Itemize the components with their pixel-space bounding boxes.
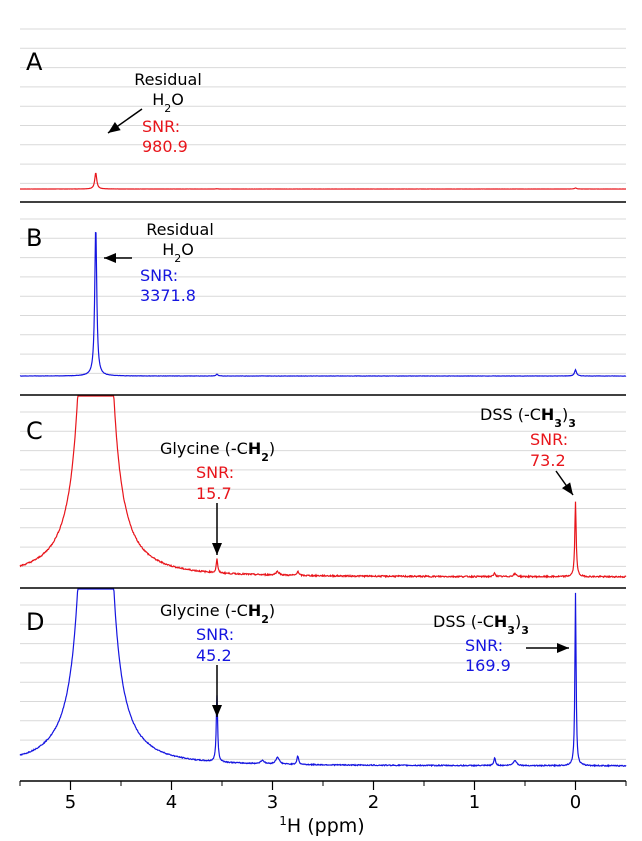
- annotation-h2o: H2O: [162, 240, 194, 265]
- snr-label: SNR:: [140, 266, 178, 285]
- annotation-glycine: Glycine (-CH2): [160, 439, 275, 464]
- annotation-residual: Residual: [134, 70, 202, 89]
- annotation-h2o: H2O: [152, 90, 184, 115]
- snr-label: SNR:: [142, 117, 180, 136]
- spectrum-C: [19, 395, 627, 579]
- snr-value: 3371.8: [140, 286, 196, 305]
- snr-label: SNR:: [530, 430, 568, 449]
- arrow-c-dss-head: [561, 482, 573, 495]
- arrow-d-dss-head: [557, 643, 569, 653]
- x-tick-label: 4: [166, 792, 177, 813]
- arrow-a-head: [108, 121, 121, 133]
- snr-value: 73.2: [530, 451, 566, 470]
- snr-label: SNR:: [196, 463, 234, 482]
- panel-label-D: D: [26, 608, 44, 636]
- panel-label-B: B: [26, 224, 42, 252]
- arrow-b-head: [104, 253, 116, 263]
- snr-value: 169.9: [465, 656, 511, 675]
- x-tick-label: 2: [368, 792, 379, 813]
- x-tick-label: 3: [267, 792, 278, 813]
- annotation-glycine: Glycine (-CH2): [160, 601, 275, 626]
- spectrum-A: [19, 172, 627, 190]
- x-tick-label: 1: [469, 792, 480, 813]
- spectrum-B: [19, 231, 627, 377]
- annotation-dss: DSS (-CH3)3: [433, 612, 529, 637]
- snr-label: SNR:: [465, 636, 503, 655]
- x-axis-label: 1H (ppm): [279, 814, 364, 837]
- panel-label-A: A: [26, 48, 43, 76]
- annotation-dss: DSS (-CH3)3: [480, 405, 576, 430]
- spectrum-D: [19, 588, 627, 768]
- snr-value: 15.7: [196, 484, 232, 503]
- snr-label: SNR:: [196, 625, 234, 644]
- x-tick-label: 0: [570, 792, 581, 813]
- snr-value: 980.9: [142, 137, 188, 156]
- snr-value: 45.2: [196, 646, 232, 665]
- annotation-residual: Residual: [146, 220, 214, 239]
- x-tick-label: 5: [65, 792, 76, 813]
- arrow-c-glycine-head: [212, 543, 222, 555]
- arrow-d-glycine-head: [212, 705, 222, 717]
- panel-label-C: C: [26, 417, 43, 445]
